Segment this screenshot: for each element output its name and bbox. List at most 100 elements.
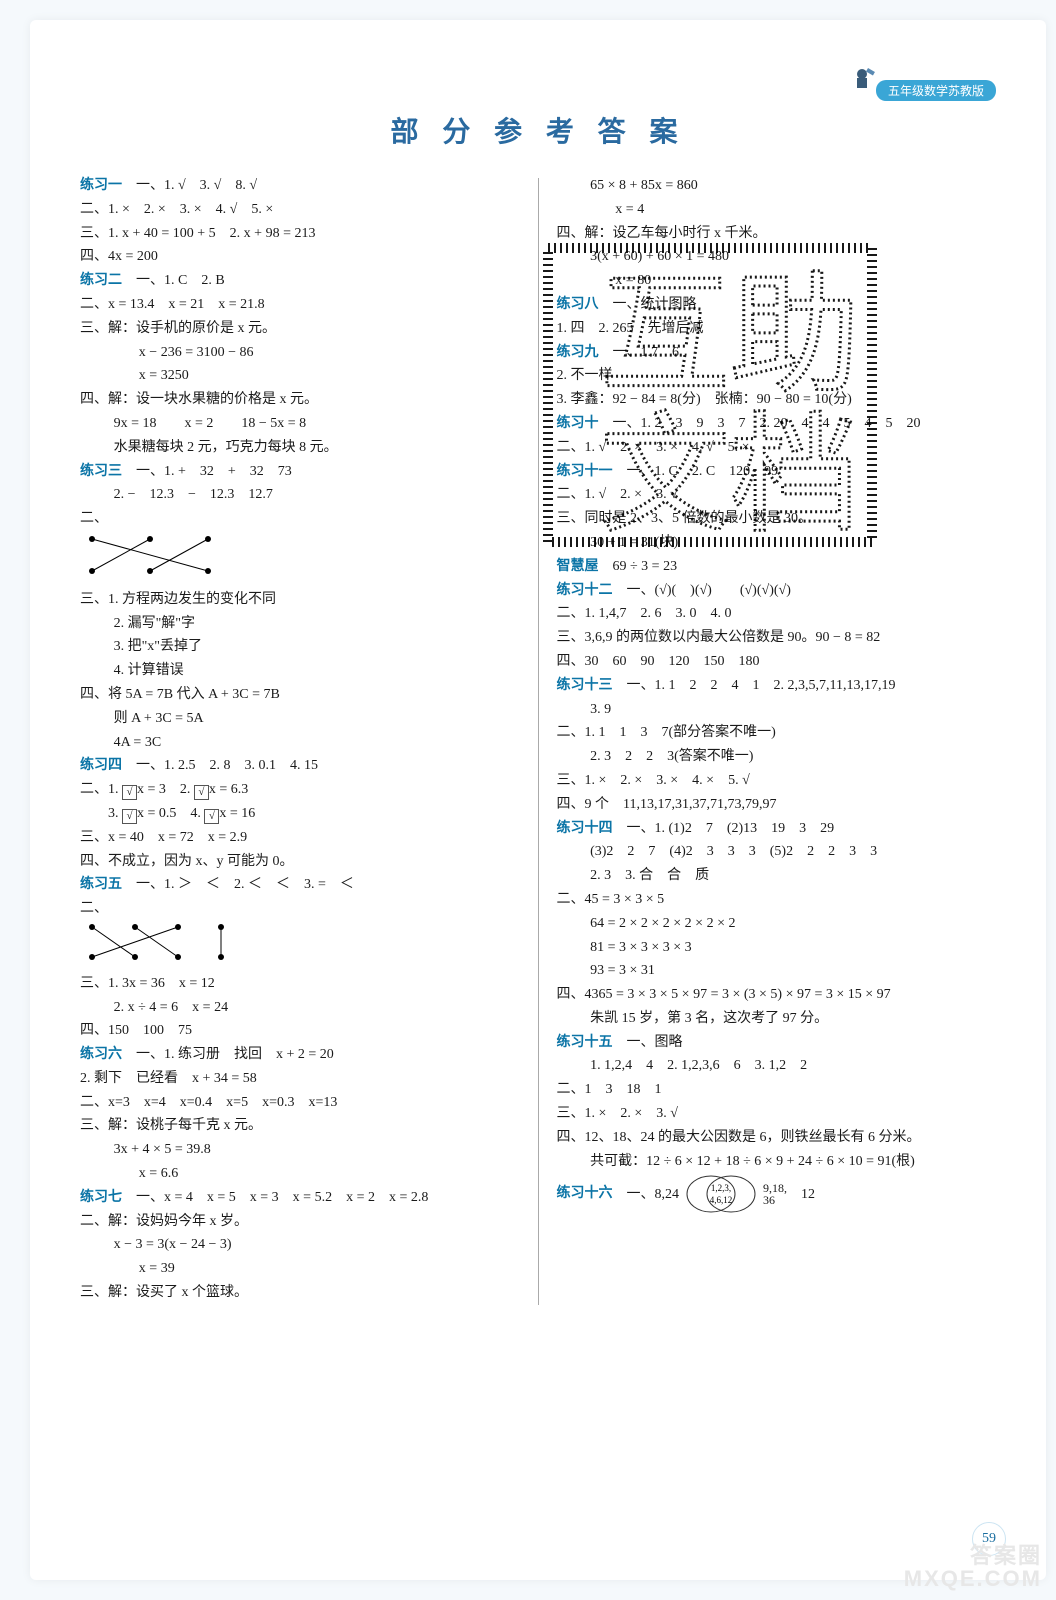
- text-line: 二、1. √ 2. × 3. × 4. √ 5. ×: [557, 436, 997, 460]
- exercise-label: 练习三: [80, 464, 122, 479]
- exercise-label: 练习十三: [557, 678, 613, 693]
- text: 69 ÷ 3 = 23: [599, 559, 678, 574]
- text-line: 三、解：设手机的原价是 x 元。: [80, 317, 520, 341]
- text-line: 三、1. x + 40 = 100 + 5 2. x + 98 = 213: [80, 222, 520, 246]
- text-line: 四、30 60 90 120 150 180: [557, 650, 997, 674]
- text-line: 81 = 3 × 3 × 3 × 3: [557, 936, 997, 960]
- exercise-label: 练习十六: [557, 1187, 613, 1202]
- text-line: 四、12、18、24 的最大公因数是 6，则铁丝最长有 6 分米。: [557, 1126, 997, 1150]
- column-divider: [538, 178, 539, 1305]
- text-line: 朱凯 15 岁，第 3 名，这次考了 97 分。: [557, 1007, 997, 1031]
- content-columns: 练习一 一、1. √ 3. √ 8. √二、1. × 2. × 3. × 4. …: [80, 174, 996, 1305]
- page: 五年级数学苏教版 部 分 参 考 答 案 练习一 一、1. √ 3. √ 8. …: [30, 20, 1046, 1580]
- text-line: x = 4: [557, 198, 997, 222]
- exercise-label: 练习十四: [557, 821, 613, 836]
- text-line: x = 80: [557, 269, 997, 293]
- watermark-line2: MXQE.COM: [904, 1567, 1042, 1590]
- line: 智慧屋 69 ÷ 3 = 23: [557, 555, 997, 579]
- text-line: 二、1 3 18 1: [557, 1078, 997, 1102]
- text-line: 二、1. √x = 3 2. √x = 6.3: [80, 778, 520, 802]
- text-line: 2. 剩下 已经看 x + 34 = 58: [80, 1067, 520, 1091]
- checkbox-icon: √: [122, 809, 137, 824]
- text-line: x − 236 = 3100 − 86: [80, 341, 520, 365]
- left-column: 练习一 一、1. √ 3. √ 8. √二、1. × 2. × 3. × 4. …: [80, 174, 520, 1305]
- text-line: 四、4365 = 3 × 3 × 5 × 97 = 3 × (3 × 5) × …: [557, 983, 997, 1007]
- exercise-label: 练习十二: [557, 583, 613, 598]
- text-line: 则 A + 3C = 5A: [80, 707, 520, 731]
- text-line: 二、x=3 x=4 x=0.4 x=5 x=0.3 x=13: [80, 1091, 520, 1115]
- text-line: 二、: [80, 507, 520, 531]
- text: 一、1. 2 3 9 3 7 2. 20 4 4 5 4 5 20: [599, 416, 921, 431]
- text-line: x = 6.6: [80, 1162, 520, 1186]
- line: 练习十一 一、1. C 2. C 120 99: [557, 460, 997, 484]
- text-line: 三、解：设买了 x 个篮球。: [80, 1281, 520, 1305]
- text: 一、1. √ 3. √ 8. √: [122, 178, 257, 193]
- text: 一、1. ＞ ＜ 2. ＜ ＜ 3. = ＜: [122, 877, 354, 892]
- exercise-label: 练习四: [80, 758, 122, 773]
- text-line: 2. 3 3. 合 合 质: [557, 864, 997, 888]
- text-line: 二、1. 1,4,7 2. 6 3. 0 4. 0: [557, 602, 997, 626]
- text-line: 三、1. × 2. × 3. √: [557, 1102, 997, 1126]
- text-line: 2. 漏写"解"字: [80, 612, 520, 636]
- text-line: 4. 计算错误: [80, 659, 520, 683]
- text-line: 二、: [80, 897, 520, 921]
- text: 一、1. 2.5 2. 8 3. 0.1 4. 15: [122, 758, 318, 773]
- text-line: 2. 不一样: [557, 364, 997, 388]
- text-line: 65 × 8 + 85x = 860: [557, 174, 997, 198]
- text-line: 3. √x = 0.5 4. √x = 16: [80, 802, 520, 826]
- line: 练习七 一、x = 4 x = 5 x = 3 x = 5.2 x = 2 x …: [80, 1186, 520, 1210]
- text-line: 3. 李鑫：92 − 84 = 8(分) 张楠：90 − 80 = 10(分): [557, 388, 997, 412]
- text-line: 三、x = 40 x = 72 x = 2.9: [80, 826, 520, 850]
- line: 练习五 一、1. ＞ ＜ 2. ＜ ＜ 3. = ＜: [80, 873, 520, 897]
- text-line: 三、3,6,9 的两位数以内最大公倍数是 90。90 − 8 = 82: [557, 626, 997, 650]
- line: 练习九 一、1.7 6: [557, 341, 997, 365]
- watermark-line1: 答案圈: [904, 1544, 1042, 1567]
- line: 练习三 一、1. + 32 + 32 73: [80, 460, 520, 484]
- line: 练习十三 一、1. 1 2 2 4 1 2. 2,3,5,7,11,13,17,…: [557, 674, 997, 698]
- line: 练习十二 一、(√)( )(√) (√)(√)(√): [557, 579, 997, 603]
- exercise-label: 练习九: [557, 345, 599, 360]
- text-line: (3)2 2 7 (4)2 3 3 3 (5)2 2 2 3 3: [557, 840, 997, 864]
- text-line: 四、解：设一块水果糖的价格是 x 元。: [80, 388, 520, 412]
- text-line: 3(x + 60) + 60 × 1 = 480: [557, 245, 997, 269]
- text-line: 共可截：12 ÷ 6 × 12 + 18 ÷ 6 × 9 + 24 ÷ 6 × …: [557, 1150, 997, 1174]
- matching-diagram: [80, 921, 520, 972]
- exercise-label: 练习十一: [557, 464, 613, 479]
- text: 一、1. + 32 + 32 73: [122, 464, 292, 479]
- text-line: 1. 1,2,4 4 2. 1,2,3,6 6 3. 1,2 2: [557, 1054, 997, 1078]
- text: 一、1. 1 2 2 4 1 2. 2,3,5,7,11,13,17,19: [613, 678, 896, 693]
- text-line: 三、解：设桃子每千克 x 元。: [80, 1114, 520, 1138]
- text-line: 2. 3 2 2 3(答案不唯一): [557, 745, 997, 769]
- text-line: 3. 9: [557, 698, 997, 722]
- line: 练习二 一、1. C 2. B: [80, 269, 520, 293]
- text: 一、(√)( )(√) (√)(√)(√): [613, 583, 791, 598]
- text-line: 四、4x = 200: [80, 245, 520, 269]
- text-line: 二、x = 13.4 x = 21 x = 21.8: [80, 293, 520, 317]
- text: 一、1. 练习册 找回 x + 2 = 20: [122, 1047, 334, 1062]
- page-title: 部 分 参 考 答 案: [80, 110, 996, 150]
- text-line: x = 3250: [80, 364, 520, 388]
- text-line: 二、1. 1 1 3 7(部分答案不唯一): [557, 721, 997, 745]
- text-line: 三、1. × 2. × 3. × 4. × 5. √: [557, 769, 997, 793]
- text-line: 四、解：设乙车每小时行 x 千米。: [557, 222, 997, 246]
- text-line: 二、1. √ 2. × 3. √: [557, 483, 997, 507]
- text-line: 64 = 2 × 2 × 2 × 2 × 2 × 2: [557, 912, 997, 936]
- text: 一、1. C 2. B: [122, 273, 225, 288]
- line: 练习十六 一、8,241,2,3,4,6,129,18,36 12: [557, 1173, 997, 1215]
- line: 练习六 一、1. 练习册 找回 x + 2 = 20: [80, 1043, 520, 1067]
- line: 练习十五 一、图略: [557, 1031, 997, 1055]
- exercise-label: 练习六: [80, 1047, 122, 1062]
- line: 练习八 一、统计图略: [557, 293, 997, 317]
- checkbox-icon: √: [122, 785, 137, 800]
- kid-icon: [852, 66, 878, 97]
- svg-text:1,2,3,: 1,2,3,: [711, 1183, 731, 1193]
- svg-text:4,6,12: 4,6,12: [710, 1195, 733, 1205]
- checkbox-icon: √: [194, 785, 209, 800]
- exercise-label: 智慧屋: [557, 559, 599, 574]
- text-line: x = 39: [80, 1257, 520, 1281]
- text-line: 1. 四 2. 265 先增后减: [557, 317, 997, 341]
- watermark: 答案圈 MXQE.COM: [904, 1544, 1042, 1590]
- text-line: 四、9 个 11,13,17,31,37,71,73,79,97: [557, 793, 997, 817]
- text: 一、x = 4 x = 5 x = 3 x = 5.2 x = 2 x = 2.…: [122, 1190, 428, 1205]
- text-line: 93 = 3 × 31: [557, 959, 997, 983]
